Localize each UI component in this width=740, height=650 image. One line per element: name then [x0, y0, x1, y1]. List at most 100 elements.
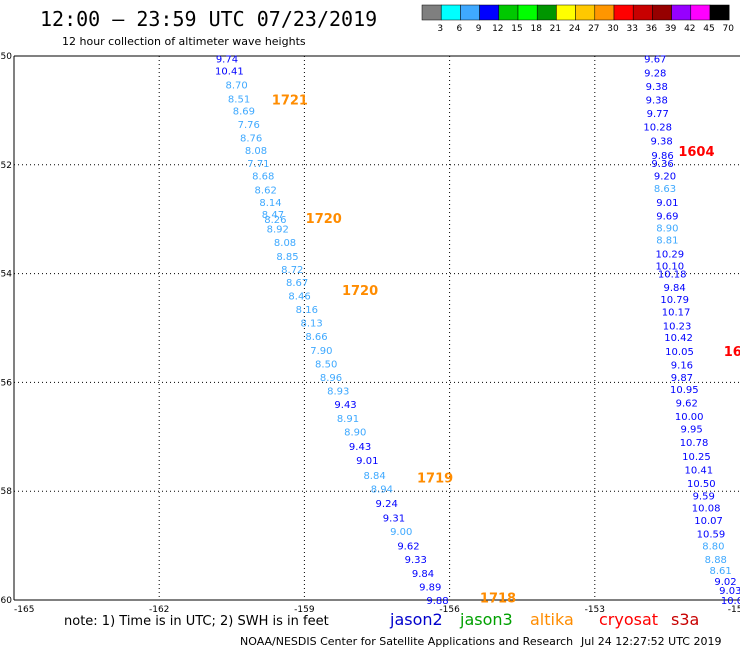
- wave-height-label: 9.00: [390, 527, 412, 538]
- wave-height-label: 9.01: [656, 198, 678, 209]
- wave-height-label: 8.50: [315, 359, 337, 370]
- wave-height-label: 8.16: [296, 305, 318, 316]
- colorbar-label: 21: [550, 24, 561, 34]
- wave-height-label: 10.07: [694, 516, 723, 527]
- wave-height-label: 7.76: [238, 120, 260, 131]
- wave-height-label: 8.63: [654, 184, 676, 195]
- wave-height-label: 10.08: [692, 504, 721, 515]
- y-tick-label: -54: [0, 270, 12, 280]
- wave-height-label: 9.88: [426, 596, 448, 607]
- colorbar-swatch: [556, 4, 576, 21]
- wave-height-label: 10.41: [215, 67, 244, 78]
- colorbar-label: 33: [626, 24, 637, 34]
- colorbar-label: 9: [476, 24, 482, 34]
- wave-height-label: 8.94: [371, 484, 393, 495]
- wave-height-label: 9.20: [654, 172, 676, 183]
- pass-number-label: 1719: [417, 472, 453, 487]
- wave-height-label: 8.90: [344, 427, 366, 438]
- wave-height-label: 9.38: [646, 96, 668, 107]
- wave-height-label: 10.06: [721, 596, 740, 607]
- wave-height-label: 8.13: [301, 319, 323, 330]
- satellite-jason2: jason2: [389, 610, 443, 629]
- colorbar-swatch: [479, 4, 500, 21]
- pass-number-label: 1604: [678, 145, 714, 160]
- wave-height-label: 8.47: [262, 210, 284, 221]
- wave-height-label: 9.89: [419, 582, 441, 593]
- colorbar-label: 36: [646, 24, 658, 34]
- wave-height-label: 10.59: [697, 530, 726, 541]
- x-tick-label: -156: [439, 605, 460, 615]
- wave-height-label: 10.50: [687, 479, 716, 490]
- y-tick-label: -56: [0, 378, 12, 388]
- wave-height-label: 9.24: [376, 499, 398, 510]
- wave-height-label: 8.08: [274, 238, 296, 249]
- axis-ticks: -165 -162 -159 -156 -153 -150 -50 -52 -54 -56 -58 -…: [0, 52, 740, 615]
- wave-height-label: 9.36: [651, 159, 673, 170]
- wave-height-label: 10.95: [670, 385, 699, 396]
- wave-height-label: 8.68: [252, 172, 274, 183]
- wave-height-label: 8.84: [363, 471, 385, 482]
- wave-height-label: 9.59: [693, 492, 715, 503]
- wave-height-label: 10.79: [660, 295, 689, 306]
- wave-height-label: 8.26: [264, 215, 286, 226]
- wave-height-label: 10.18: [658, 270, 687, 281]
- x-tick-label: -153: [585, 605, 605, 615]
- colorbar-swatch: [613, 4, 634, 21]
- colorbar-label: 30: [607, 24, 619, 34]
- wave-height-label: 9.43: [349, 442, 371, 453]
- wave-height-label: 8.96: [320, 373, 342, 384]
- wave-height-label: 9.01: [356, 456, 378, 467]
- wave-height-label: 10.42: [664, 333, 693, 344]
- wave-height-label: 8.76: [240, 134, 262, 145]
- wave-height-label: 8.85: [276, 252, 298, 263]
- grid-lines: [14, 56, 740, 600]
- wave-height-label: 9.84: [412, 569, 434, 580]
- satellite-s3a: s3a: [671, 610, 699, 629]
- wave-height-label: 9.62: [676, 399, 698, 410]
- colorbar-swatch: [690, 4, 711, 21]
- wave-height-label: 8.80: [702, 542, 724, 553]
- satellite-altika: altika: [530, 610, 574, 629]
- y-tick-label: -60: [0, 596, 12, 606]
- colorbar-label: 42: [684, 24, 695, 34]
- pass-number-label: 1721: [272, 94, 308, 109]
- data-points: 9.7410.418.708.518.697.768.768.087.718.6…: [215, 55, 740, 607]
- wave-height-label: 8.69: [233, 106, 255, 117]
- colorbar-label: 45: [703, 24, 714, 34]
- wave-height-label: 8.51: [228, 94, 250, 105]
- colorbar-swatch: [536, 4, 557, 21]
- wave-height-label: 10.05: [665, 347, 694, 358]
- y-tick-label: -50: [0, 52, 12, 62]
- wave-height-label: 8.46: [288, 291, 310, 302]
- wave-height-label: 9.67: [644, 55, 666, 66]
- wave-height-label: 10.28: [643, 123, 672, 134]
- wave-height-label: 7.71: [247, 159, 269, 170]
- wave-height-label: 8.93: [327, 387, 349, 398]
- plot-area: -165 -162 -159 -156 -153 -150 -50 -52 -54 -56 -58 -…: [0, 52, 740, 615]
- wave-height-label: 9.31: [383, 513, 405, 524]
- wave-height-label: 8.66: [305, 332, 327, 343]
- wave-height-label: 9.03: [719, 586, 740, 597]
- colorbar-swatch: [498, 4, 519, 21]
- colorbar-swatch: [575, 4, 596, 21]
- colorbar-label: 39: [665, 24, 677, 34]
- satellite-jason3: jason3: [459, 610, 513, 629]
- wave-height-label: 10.25: [682, 452, 711, 463]
- pass-number-label: 1718: [480, 591, 516, 606]
- pass-labels: 1721 1720 1720 1719 1718 1604 16: [272, 94, 740, 607]
- x-tick-label: -150: [728, 605, 740, 615]
- colorbar-label: 70: [722, 24, 734, 34]
- colorbar-label: 6: [457, 24, 463, 34]
- colorbar-label: 12: [492, 24, 503, 34]
- footer-note: note: 1) Time is in UTC; 2) SWH is in fe…: [64, 614, 329, 629]
- wave-height-label: 9.84: [664, 283, 686, 294]
- x-tick-label: -159: [294, 605, 315, 615]
- pass-number-label: 16: [724, 345, 740, 360]
- colorbar-swatch: [460, 4, 480, 21]
- colorbar-label: 27: [588, 24, 599, 34]
- wave-height-label: 8.72: [281, 265, 303, 276]
- colorbar-label: 24: [569, 24, 581, 34]
- wave-height-label: 8.67: [286, 278, 308, 289]
- wave-height-label: 9.86: [651, 151, 673, 162]
